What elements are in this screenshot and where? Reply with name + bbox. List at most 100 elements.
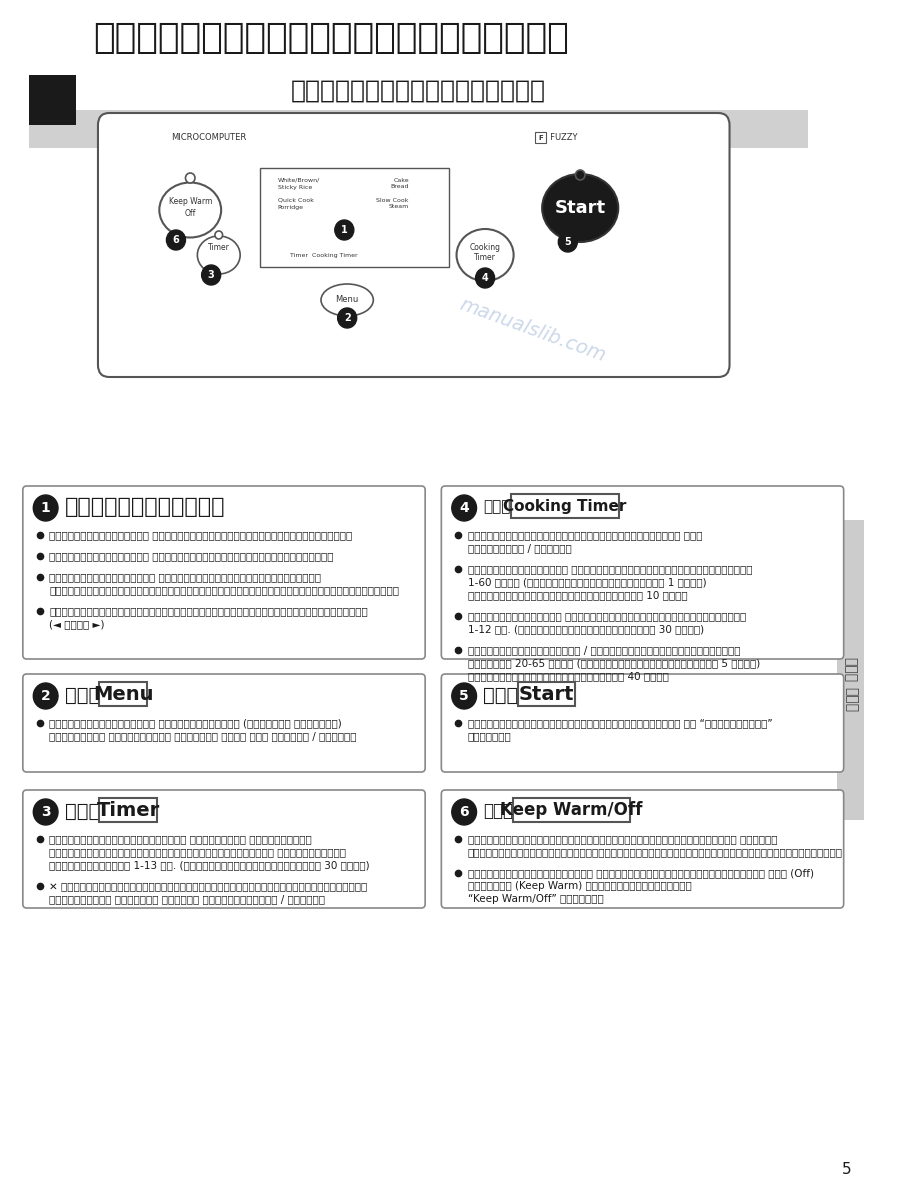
Text: ข้าวกล้อง ข้าวเหนียว ข้าวต้ม นึ่ง ตุน ทำเค้ก / ขนมปัง: ข้าวกล้อง ข้าวเหนียว ข้าวต้ม นึ่ง ตุน ทำ… (50, 731, 357, 741)
Circle shape (185, 173, 195, 183)
Text: MICROCOMPUTER: MICROCOMPUTER (171, 133, 246, 143)
Text: โดยค่าเริ่มต้นถูกกำหนดไว้ที่ 10 นาที: โดยค่าเริ่มต้นถูกกำหนดไว้ที่ 10 นาที (468, 590, 688, 600)
Text: F  FUZZY: F FUZZY (541, 133, 577, 143)
Text: ชิ้นส่วนประกอบที่สำคัญ: ชิ้นส่วนประกอบที่สำคัญ (94, 21, 569, 55)
Circle shape (335, 220, 353, 240)
Text: Slow Cook: Slow Cook (376, 197, 409, 202)
FancyBboxPatch shape (98, 113, 730, 377)
Text: สามารถเลือกรายการ การหุงข้าวสวย (ทุงปกติ ทุงด่วน): สามารถเลือกรายการ การหุงข้าวสวย (ทุงปกติ… (50, 718, 342, 728)
Text: Cake: Cake (394, 177, 409, 183)
Text: ปุ่ม: ปุ่ม (483, 685, 531, 704)
FancyBboxPatch shape (442, 790, 844, 908)
Text: ไทย: ไทย (844, 657, 857, 683)
Text: 2: 2 (40, 689, 50, 703)
Text: เมื่อข้าวใกล้สุก หน้าจอจะแสดงเวลาคงเหลือของการหุง: เมื่อข้าวใกล้สุก หน้าจอจะแสดงเวลาคงเหลือ… (50, 530, 353, 541)
Text: หน้าจอแสดงผล: หน้าจอแสดงผล (64, 497, 225, 517)
Text: สามารถกำหนดระยะเวลาของการนึ่งอาหาร ตุน: สามารถกำหนดระยะเวลาของการนึ่งอาหาร ตุน (468, 530, 702, 541)
Text: 3: 3 (207, 270, 215, 280)
Circle shape (452, 800, 476, 824)
FancyBboxPatch shape (28, 110, 809, 148)
FancyBboxPatch shape (511, 494, 619, 518)
FancyBboxPatch shape (260, 168, 449, 267)
Text: หรือด้มข้าวต้มโดยการตั้งเวลาล่วงหน้า ระยะเวลาที่: หรือด้มข้าวต้มโดยการตั้งเวลาล่วงหน้า ระย… (50, 847, 346, 857)
Text: Timer: Timer (207, 244, 230, 253)
Text: 1: 1 (341, 225, 348, 235)
Text: 6: 6 (459, 805, 469, 819)
Text: 4: 4 (459, 501, 469, 516)
Text: Off: Off (185, 209, 196, 217)
Text: White/Brown/: White/Brown/ (278, 177, 320, 183)
Text: Cooking Timer: Cooking Timer (503, 499, 627, 513)
Text: แผงควบคุมการทำงาน: แผงควบคุมการทำงาน (291, 78, 546, 103)
Circle shape (33, 495, 58, 522)
FancyBboxPatch shape (99, 682, 148, 706)
Text: Sticky Rice: Sticky Rice (278, 184, 312, 190)
Text: เมื่อต้องการทำเค้ก / ขนมปังสามารถกำหนดเวลาได้: เมื่อต้องการทำเค้ก / ขนมปังสามารถกำหนดเว… (468, 645, 741, 655)
Text: กดปุ่มหนึ่งครั้งเพื่อเริ่มการทำงาน ไฟ “เริ่มทำงาน”: กดปุ่มหนึ่งครั้งเพื่อเริ่มการทำงาน ไฟ “เ… (468, 718, 773, 728)
Text: Timer  Cooking Timer: Timer Cooking Timer (290, 253, 358, 258)
Text: เมื่อต้องการหุงข้าวสวย ข้าวกล้อง ข้าวเหนียว: เมื่อต้องการหุงข้าวสวย ข้าวกล้อง ข้าวเหน… (50, 834, 312, 843)
Text: สามารถตั้งได้ 1-13 ชม. (เวลาจะเพิ่มขึ้นครั้งละ 30 นาที): สามารถตั้งได้ 1-13 ชม. (เวลาจะเพิ่มขึ้นค… (50, 860, 370, 870)
Text: F: F (538, 134, 543, 140)
Text: ทุกครั้งที่กดปุ่มนี้ จะเป็นการสลับเปลี่ยนระหว่าง ปิด (Off): ทุกครั้งที่กดปุ่มนี้ จะเป็นการสลับเปลี่ย… (468, 868, 814, 878)
FancyBboxPatch shape (442, 486, 844, 659)
Text: 4: 4 (482, 273, 488, 283)
Text: manualslib.com: manualslib.com (457, 295, 609, 365)
Text: “Keep Warm/Off” จะสว่าง: “Keep Warm/Off” จะสว่าง (468, 895, 604, 904)
Text: 1-12 ชม. (เวลาจะเพิ่มขึ้นครั้งละ 30 นาที): 1-12 ชม. (เวลาจะเพิ่มขึ้นครั้งละ 30 นาที… (468, 624, 704, 634)
Text: ปุ่ม: ปุ่ม (64, 802, 112, 821)
Ellipse shape (197, 236, 241, 274)
FancyBboxPatch shape (99, 798, 157, 822)
Text: 5: 5 (459, 689, 469, 703)
FancyBboxPatch shape (28, 75, 76, 125)
Text: ระหว่าง 20-65 นาที (เวลาจะเพิ่มขึ้นครั้งละ 5 นาที): ระหว่าง 20-65 นาที (เวลาจะเพิ่มขึ้นครั้ง… (468, 658, 760, 668)
Text: Porridge: Porridge (278, 204, 304, 209)
Circle shape (452, 495, 476, 522)
Text: 5: 5 (565, 236, 571, 247)
Text: หลังจากกดปุ่มเริ่มทำงานแล้วมีการแสดงเวลาคงเหลือในการนึ่ง: หลังจากกดปุ่มเริ่มทำงานแล้วมีการแสดงเวลา… (50, 584, 399, 595)
FancyBboxPatch shape (442, 674, 844, 772)
FancyBboxPatch shape (535, 132, 546, 143)
FancyBboxPatch shape (23, 790, 425, 908)
Text: Bread: Bread (390, 184, 409, 190)
Text: ในระหว่างที่กดปุ่มเลือกฟังก์ชันการใช้งานใดๆ สามารถ: ในระหว่างที่กดปุ่มเลือกฟังก์ชันการใช้งาน… (468, 834, 778, 843)
Text: 1: 1 (40, 501, 50, 516)
FancyBboxPatch shape (518, 682, 576, 706)
Text: และอุ่น (Keep Warm) ขณะที่ทำการอุ่นไฟ: และอุ่น (Keep Warm) ขณะที่ทำการอุ่นไฟ (468, 881, 691, 891)
Text: Keep Warm/Off: Keep Warm/Off (500, 801, 643, 819)
Circle shape (558, 232, 577, 252)
Text: Quick Cook: Quick Cook (278, 197, 314, 202)
Text: 6: 6 (173, 235, 179, 245)
Text: กดปุ่มนี้เพื่อยกเลิกการเลือกที่ไม่ถูกต้องหรือไม่ได้ดำเนินการ: กดปุ่มนี้เพื่อยกเลิกการเลือกที่ไม่ถูกต้อ… (468, 847, 843, 857)
Text: ถ้ามีการตั้งเวลา หน้าจอจะแสดงเวลาที่ตั้งเอาไว้: ถ้ามีการตั้งเวลา หน้าจอจะแสดงเวลาที่ตั้ง… (50, 551, 334, 561)
Circle shape (33, 800, 58, 824)
Text: 3: 3 (40, 805, 50, 819)
Text: จะสว่าง: จะสว่าง (468, 731, 511, 741)
Circle shape (576, 170, 585, 181)
Text: สำหรับการนึ่งนั้น หน้าจอจะแสดงเวลาของการนึ่ง: สำหรับการนึ่งนั้น หน้าจอจะแสดงเวลาของการ… (50, 571, 321, 582)
FancyBboxPatch shape (23, 486, 425, 659)
Text: 5: 5 (842, 1163, 851, 1177)
Text: (◄ หรือ ►): (◄ หรือ ►) (50, 619, 105, 628)
Ellipse shape (456, 229, 513, 282)
Circle shape (33, 683, 58, 709)
Circle shape (452, 683, 476, 709)
Ellipse shape (160, 183, 221, 238)
Text: Timer: Timer (96, 801, 160, 820)
Text: Menu: Menu (93, 684, 153, 703)
Text: ปุ่ม: ปุ่ม (483, 499, 520, 514)
Text: Start: Start (554, 200, 606, 217)
Text: Menu: Menu (336, 296, 359, 304)
Text: ปุ่ม: ปุ่ม (483, 802, 523, 820)
Circle shape (215, 230, 222, 239)
Text: Timer: Timer (474, 253, 496, 263)
Ellipse shape (543, 173, 618, 242)
FancyBboxPatch shape (837, 520, 864, 820)
Text: ✕ ไม่อาจใช้ฟังก์ชันนี้ในขณะที่เลือกรายการหุงข้าวสวย: ✕ ไม่อาจใช้ฟังก์ชันนี้ในขณะที่เลือกรายกา… (50, 881, 368, 891)
Ellipse shape (321, 284, 374, 316)
Circle shape (338, 308, 357, 328)
Text: Keep Warm: Keep Warm (169, 197, 212, 207)
FancyBboxPatch shape (23, 674, 425, 772)
Text: Steam: Steam (388, 204, 409, 209)
Circle shape (476, 268, 495, 287)
